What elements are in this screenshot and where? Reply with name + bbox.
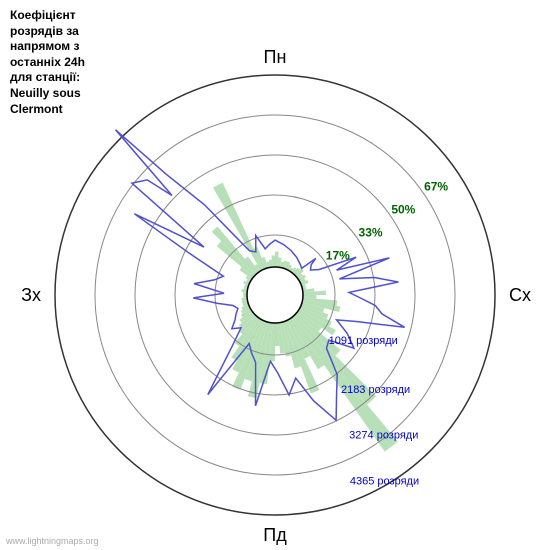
percent-label: 33% (359, 225, 383, 239)
polar-chart-svg: 17% 33% 50% 67% 1091 розряди 2183 розряди 3274… (0, 0, 550, 550)
cardinal-n: Пн (264, 47, 287, 67)
count-label: 4365 розряди (350, 475, 419, 487)
polar-chart-container: { "title": "Коефіцієнт\nрозрядів за\nнап… (0, 0, 550, 550)
percent-label: 50% (391, 203, 415, 217)
percent-label: 67% (424, 180, 448, 194)
center-circle (247, 267, 303, 323)
count-label: 3274 розряди (349, 430, 418, 442)
cardinal-e: Сх (509, 285, 531, 305)
strike-count-bars (212, 183, 398, 452)
percent-label: 17% (326, 248, 350, 262)
count-label: 1091 розряди (329, 335, 398, 347)
count-label: 2183 розряди (341, 384, 410, 396)
cardinal-s: Пд (263, 525, 287, 545)
cardinal-w: Зх (21, 285, 41, 305)
